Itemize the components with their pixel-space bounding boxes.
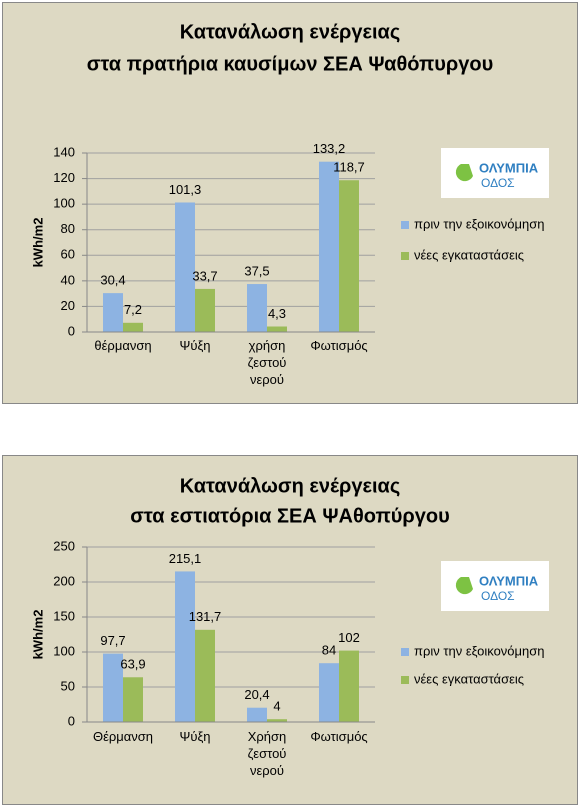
x-tick-label: θέρμανση	[94, 338, 152, 353]
y-tick-label: 250	[53, 538, 75, 553]
bar	[195, 288, 215, 332]
y-tick-label: 50	[61, 678, 75, 693]
data-label: 4	[273, 699, 280, 714]
y-tick-label: 60	[61, 247, 75, 262]
chart-title: στα πρατήρια καυσίμων ΣΕΑ Ψαθόπυργου	[87, 53, 494, 75]
x-tick-label: Θέρμανση	[92, 729, 154, 744]
data-label: 37,5	[244, 263, 269, 278]
bar	[175, 571, 195, 722]
data-label: 20,4	[244, 687, 269, 702]
legend-swatch	[401, 648, 409, 656]
data-label: 33,7	[192, 268, 217, 283]
bar	[103, 653, 123, 722]
y-tick-label: 120	[53, 170, 75, 185]
y-tick-label: 20	[61, 298, 75, 313]
data-label: 7,2	[124, 302, 142, 317]
bar	[123, 322, 143, 332]
x-tick-label: Ψύξη	[179, 729, 211, 744]
chart-panel: Κατανάλωση ενέργειας στα εστιατόρια ΣΕΑ Ψ…	[2, 455, 578, 805]
y-tick-label: 40	[61, 272, 75, 287]
y-axis-label: kWh/m2	[30, 218, 45, 268]
bar	[103, 293, 123, 332]
data-label: 97,7	[100, 633, 125, 648]
legend-label: πριν την εξοικονόμηση	[414, 216, 545, 231]
legend-swatch	[401, 221, 409, 229]
logo-text: ΟΔΟΣ	[481, 589, 515, 603]
y-tick-label: 80	[61, 221, 75, 236]
y-tick-label: 150	[53, 608, 75, 623]
bar	[247, 284, 267, 332]
data-label: 101,3	[169, 182, 202, 197]
x-tick-label: χρήση ζεστού νερού	[247, 338, 287, 387]
logo-icon	[455, 577, 473, 595]
bar	[319, 161, 339, 332]
bar	[319, 663, 339, 722]
chart: Κατανάλωση ενέργειας στα πρατήρια καυσίμω…	[30, 21, 549, 338]
data-label: 4,3	[268, 306, 286, 321]
y-tick-label: 100	[53, 643, 75, 658]
bar	[339, 650, 359, 722]
x-tick-label: Φωτισμός	[310, 338, 368, 353]
chart-panel: Κατανάλωση ενέργειας στα πρατήρια καυσίμω…	[2, 2, 578, 404]
y-tick-label: 140	[53, 144, 75, 159]
data-label: 118,7	[333, 160, 365, 175]
legend-label: νέες εγκαταστάσεις	[414, 247, 524, 262]
logo-text: ΟΔΟΣ	[481, 176, 515, 190]
legend-label: νέες εγκαταστάσεις	[414, 671, 524, 686]
logo-text: ΟΛΥΜΠΙΑ	[479, 573, 539, 588]
bar	[247, 707, 267, 722]
logo-text: ΟΛΥΜΠΙΑ	[479, 160, 539, 175]
bar	[339, 180, 359, 332]
bar	[123, 677, 143, 722]
bar	[175, 202, 195, 332]
data-label: 215,1	[169, 551, 202, 566]
chart: Κατανάλωση ενέργειας στα εστιατόρια ΣΕΑ Ψ…	[30, 475, 549, 728]
x-tick-label: Ψύξη	[179, 338, 211, 353]
y-axis-label: kWh/m2	[30, 610, 45, 660]
logo-icon	[455, 164, 473, 182]
data-label: 133,2	[313, 141, 346, 156]
chart-title: Κατανάλωση ενέργειας	[180, 475, 400, 497]
y-tick-label: 200	[53, 573, 75, 588]
x-tick-label: Χρήση ζεστού νερού	[247, 729, 287, 778]
data-label: 102	[338, 630, 360, 645]
chart-title: στα εστιατόρια ΣΕΑ ΨΑθοπύργου	[130, 505, 450, 527]
legend-swatch	[401, 676, 409, 684]
data-label: 131,7	[189, 609, 222, 624]
legend-swatch	[401, 252, 409, 260]
data-label: 63,9	[120, 657, 145, 672]
legend-label: πριν την εξοικονόμηση	[414, 643, 545, 658]
bar	[267, 719, 287, 722]
y-tick-label: 0	[68, 713, 75, 728]
bar	[267, 326, 287, 332]
data-label: 30,4	[100, 273, 125, 288]
data-label: 84	[322, 643, 336, 658]
bar	[195, 629, 215, 722]
y-tick-label: 100	[53, 196, 75, 211]
chart-title: Κατανάλωση ενέργειας	[180, 21, 400, 43]
y-tick-label: 0	[68, 323, 75, 338]
x-tick-label: Φωτισμός	[310, 729, 368, 744]
